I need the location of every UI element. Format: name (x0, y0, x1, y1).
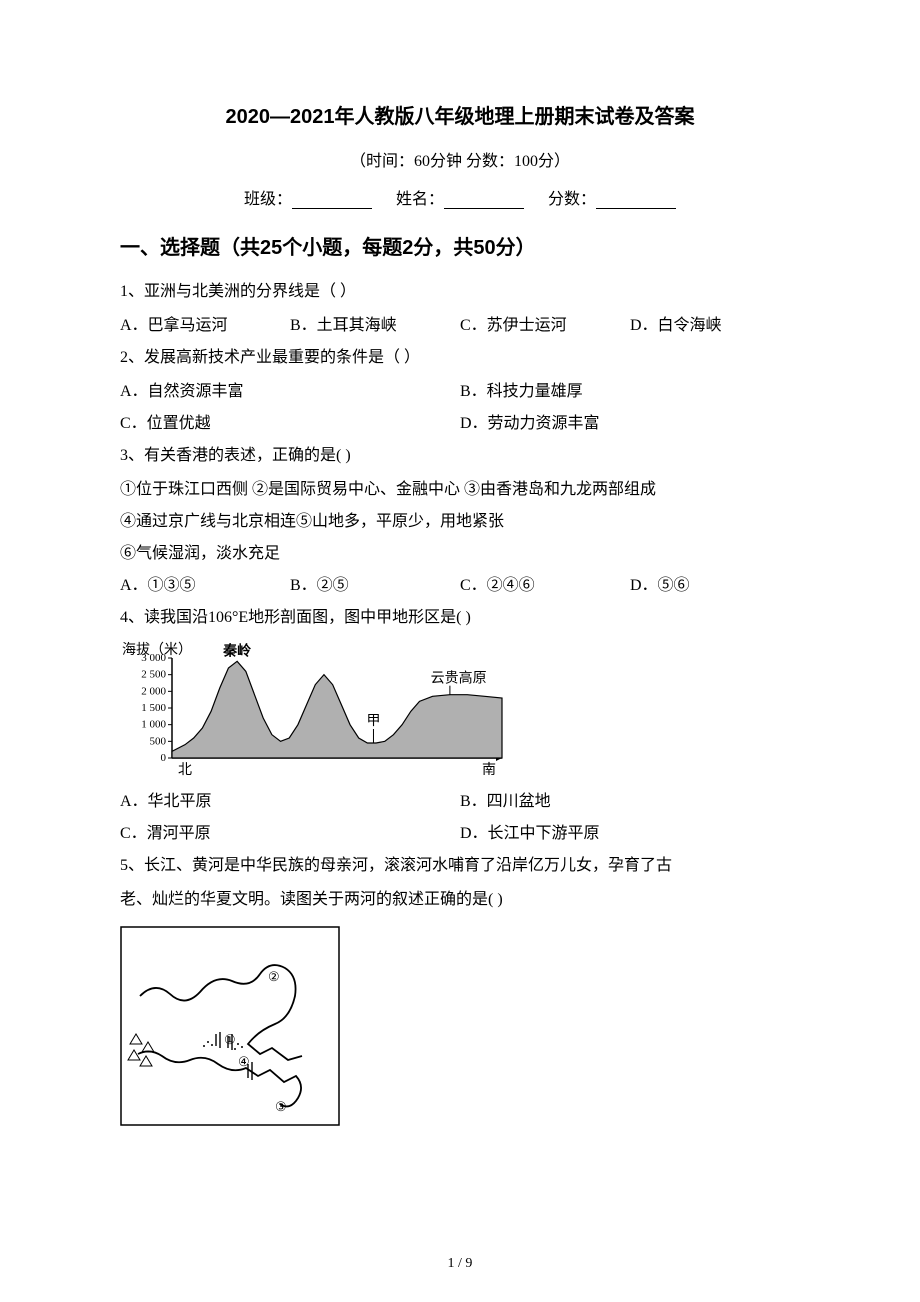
score-blank[interactable] (596, 193, 676, 209)
q3-opt-b[interactable]: B．②⑤ (290, 570, 460, 602)
q3-options: A．①③⑤ B．②⑤ C．②④⑥ D．⑤⑥ (120, 570, 800, 602)
terrain-profile-chart: 05001 0001 5002 0002 5003 000海拔（米）秦岭甲云贵高… (120, 640, 510, 780)
q3-opt-c[interactable]: C．②④⑥ (460, 570, 630, 602)
q3-stem: 3、有关香港的表述，正确的是( ) (120, 440, 800, 472)
q4-opt-b[interactable]: B．四川盆地 (460, 786, 800, 818)
q2-opt-c[interactable]: C．位置优越 (120, 408, 460, 440)
q4-options-1: A．华北平原 B．四川盆地 (120, 786, 800, 818)
rivers-map-sketch: ① ② ③ ④ (120, 926, 340, 1126)
q1-options: A．巴拿马运河 B．土耳其海峡 C．苏伊士运河 D．白令海峡 (120, 310, 800, 342)
q3-line2: ④通过京广线与北京相连⑤山地多，平原少，用地紧张 (120, 506, 800, 538)
q1-opt-c[interactable]: C．苏伊士运河 (460, 310, 630, 342)
exam-subtitle: （时间：60分钟 分数：100分） (120, 147, 800, 171)
svg-text:甲: 甲 (366, 714, 380, 729)
page-number: 1 / 9 (0, 1256, 920, 1272)
svg-text:1 500: 1 500 (141, 702, 166, 714)
q4-stem: 4、读我国沿106°E地形剖面图，图中甲地形区是( ) (120, 602, 800, 634)
svg-text:0: 0 (161, 752, 167, 764)
q1-opt-b[interactable]: B．土耳其海峡 (290, 310, 460, 342)
q2-options-2: C．位置优越 D．劳动力资源丰富 (120, 408, 800, 440)
exam-title: 2020—2021年人教版八年级地理上册期末试卷及答案 (120, 100, 800, 129)
q1-opt-d[interactable]: D．白令海峡 (630, 310, 800, 342)
name-label: 姓名： (396, 191, 444, 208)
svg-text:①: ① (224, 1032, 236, 1047)
svg-text:南: 南 (482, 762, 496, 778)
q3-line3: ⑥气候湿润，淡水充足 (120, 538, 800, 570)
q1-stem: 1、亚洲与北美洲的分界线是（ ） (120, 276, 800, 308)
q4-opt-a[interactable]: A．华北平原 (120, 786, 460, 818)
svg-text:2 000: 2 000 (141, 685, 166, 697)
q5-stem-2: 老、灿烂的华夏文明。读图关于两河的叙述正确的是( ) (120, 884, 800, 916)
svg-text:③: ③ (275, 1099, 287, 1114)
q4-chart: 05001 0001 5002 0002 5003 000海拔（米）秦岭甲云贵高… (120, 640, 800, 780)
q4-opt-c[interactable]: C．渭河平原 (120, 818, 460, 850)
q5-map: ① ② ③ ④ (120, 926, 800, 1126)
q2-stem: 2、发展高新技术产业最重要的条件是（ ） (120, 342, 800, 374)
svg-text:2 500: 2 500 (141, 669, 166, 681)
svg-text:④: ④ (238, 1054, 250, 1069)
svg-text:北: 北 (178, 762, 192, 778)
q1-opt-a[interactable]: A．巴拿马运河 (120, 310, 290, 342)
q3-line1: ①位于珠江口西侧 ②是国际贸易中心、金融中心 ③由香港岛和九龙两部组成 (120, 474, 800, 506)
score-label: 分数： (548, 191, 596, 208)
class-blank[interactable] (292, 193, 372, 209)
svg-text:②: ② (268, 969, 280, 984)
q2-opt-a[interactable]: A．自然资源丰富 (120, 376, 460, 408)
q2-opt-b[interactable]: B．科技力量雄厚 (460, 376, 800, 408)
q5-stem-1: 5、长江、黄河是中华民族的母亲河，滚滚河水哺育了沿岸亿万儿女，孕育了古 (120, 850, 800, 882)
svg-text:云贵高原: 云贵高原 (431, 670, 487, 687)
svg-text:1 000: 1 000 (141, 719, 166, 731)
q3-opt-d[interactable]: D．⑤⑥ (630, 570, 800, 602)
q4-opt-d[interactable]: D．长江中下游平原 (460, 818, 800, 850)
class-label: 班级： (244, 191, 292, 208)
section-1-header: 一、选择题（共25个小题，每题2分，共50分） (120, 231, 800, 260)
svg-text:秦岭: 秦岭 (222, 642, 251, 659)
q2-options-1: A．自然资源丰富 B．科技力量雄厚 (120, 376, 800, 408)
svg-text:海拔（米）: 海拔（米） (122, 642, 192, 658)
q4-options-2: C．渭河平原 D．长江中下游平原 (120, 818, 800, 850)
student-info-line: 班级： 姓名： 分数： (120, 185, 800, 209)
q2-opt-d[interactable]: D．劳动力资源丰富 (460, 408, 800, 440)
svg-text:500: 500 (150, 735, 167, 747)
q3-opt-a[interactable]: A．①③⑤ (120, 570, 290, 602)
name-blank[interactable] (444, 193, 524, 209)
